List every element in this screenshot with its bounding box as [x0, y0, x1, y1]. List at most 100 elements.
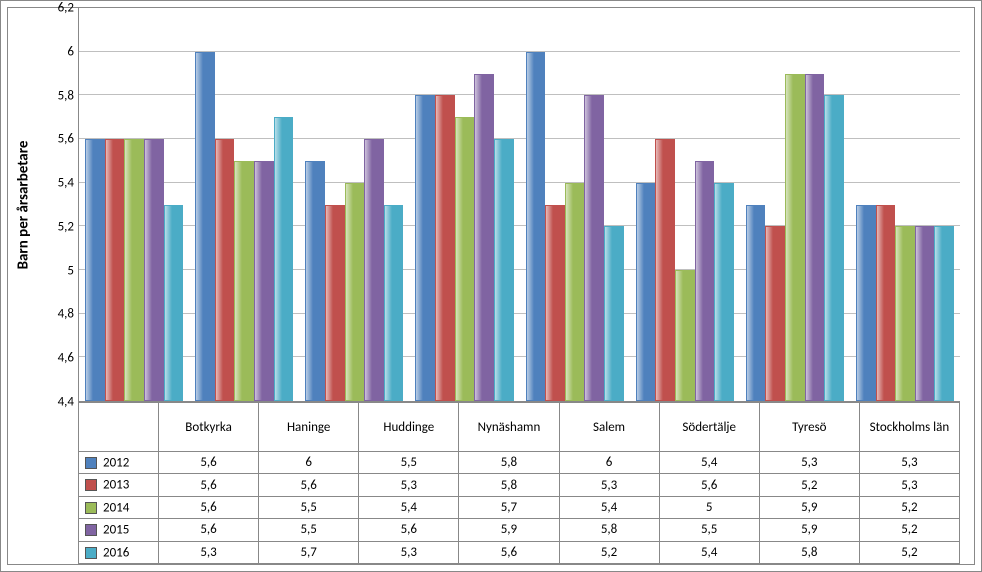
bar [85, 139, 105, 401]
y-axis-tick: 5,2 [58, 219, 74, 234]
legend-swatch [85, 479, 97, 491]
y-axis-tick: 6 [67, 44, 74, 59]
bar-group [520, 8, 630, 401]
data-cell: 5,6 [159, 452, 259, 474]
bar [785, 74, 805, 402]
chart-outer-frame: Barn per årsarbetare 6,265,85,65,45,254,… [0, 0, 982, 572]
data-cell: 5,6 [359, 519, 459, 541]
bar [124, 139, 144, 401]
table-row: 20155,65,55,65,95,85,55,95,2 [79, 519, 960, 541]
bar [545, 205, 565, 402]
bar [274, 117, 294, 401]
data-cell: 5,5 [259, 519, 359, 541]
data-cell: 5,5 [359, 452, 459, 474]
data-cell: 5,6 [159, 496, 259, 518]
legend-label: 2012 [103, 455, 129, 470]
bar [305, 161, 325, 401]
bar [765, 226, 785, 401]
bar [746, 205, 766, 402]
data-cell: 5,4 [559, 496, 659, 518]
bar [254, 161, 274, 401]
legend-label: 2014 [103, 500, 129, 515]
legend-cell: 2013 [79, 474, 159, 496]
legend-swatch [85, 502, 97, 514]
bar-group [740, 8, 850, 401]
bar-group [409, 8, 519, 401]
data-cell: 5,4 [659, 541, 759, 563]
bar [655, 139, 675, 401]
data-cell: 5,8 [759, 541, 859, 563]
data-cell: 5,7 [259, 541, 359, 563]
bar-group [189, 8, 299, 401]
bar [895, 226, 915, 401]
category-header: Salem [559, 403, 659, 452]
category-header: Nynäshamn [459, 403, 559, 452]
data-cell: 5,2 [859, 541, 959, 563]
bar [384, 205, 404, 402]
data-cell: 5,9 [459, 519, 559, 541]
y-axis-tick: 4,6 [58, 351, 74, 366]
category-header: Södertälje [659, 403, 759, 452]
bar [934, 226, 954, 401]
data-cell: 5,5 [659, 519, 759, 541]
table-row: 20145,65,55,45,75,455,95,2 [79, 496, 960, 518]
bar [144, 139, 164, 401]
data-cell: 5,3 [359, 541, 459, 563]
bar [695, 161, 715, 401]
y-axis-tick: 4,4 [58, 395, 74, 410]
y-axis-tick: 5 [67, 263, 74, 278]
data-cell: 6 [559, 452, 659, 474]
data-cell: 5 [659, 496, 759, 518]
bar-groups [79, 8, 960, 401]
data-cell: 5,8 [459, 474, 559, 496]
bar [876, 205, 896, 402]
bar-group [79, 8, 189, 401]
bar [805, 74, 825, 402]
bar [675, 270, 695, 401]
chart-inner-frame: Barn per årsarbetare 6,265,85,65,45,254,… [7, 7, 975, 565]
category-header: Stockholms län [859, 403, 959, 452]
bar [526, 52, 546, 401]
bar [565, 183, 585, 401]
bar [215, 139, 235, 401]
bar [364, 139, 384, 401]
data-cell: 5,6 [159, 474, 259, 496]
bar [164, 205, 184, 402]
bar [325, 205, 345, 402]
category-header: Haninge [259, 403, 359, 452]
table-header-row: BotkyrkaHaningeHuddingeNynäshamnSalemSöd… [79, 403, 960, 452]
legend-label: 2016 [103, 545, 129, 560]
bar [474, 74, 494, 402]
legend-cell: 2014 [79, 496, 159, 518]
data-cell: 5,3 [159, 541, 259, 563]
data-cell: 5,2 [559, 541, 659, 563]
bar [856, 205, 876, 402]
data-cell: 5,2 [859, 496, 959, 518]
plot-right-pad [960, 8, 974, 402]
table-row: 20125,665,55,865,45,35,3 [79, 452, 960, 474]
table-corner-cell [79, 403, 159, 452]
data-cell: 5,3 [559, 474, 659, 496]
plot-area [78, 8, 960, 402]
data-cell: 5,3 [859, 452, 959, 474]
bar [105, 139, 125, 401]
legend-swatch [85, 524, 97, 536]
data-cell: 5,3 [859, 474, 959, 496]
y-axis-tick: 5,6 [58, 132, 74, 147]
category-header: Tyresö [759, 403, 859, 452]
data-cell: 6 [259, 452, 359, 474]
category-header: Huddinge [359, 403, 459, 452]
legend-label: 2013 [103, 478, 129, 493]
bar-group [299, 8, 409, 401]
y-axis-tick: 6,2 [58, 1, 74, 16]
legend-swatch [85, 457, 97, 469]
data-cell: 5,8 [559, 519, 659, 541]
bar [345, 183, 365, 401]
data-cell: 5,7 [459, 496, 559, 518]
bar [714, 183, 734, 401]
data-cell: 5,2 [859, 519, 959, 541]
legend-swatch [85, 547, 97, 559]
data-cell: 5,8 [459, 452, 559, 474]
bar [435, 95, 455, 401]
bar [636, 183, 656, 401]
